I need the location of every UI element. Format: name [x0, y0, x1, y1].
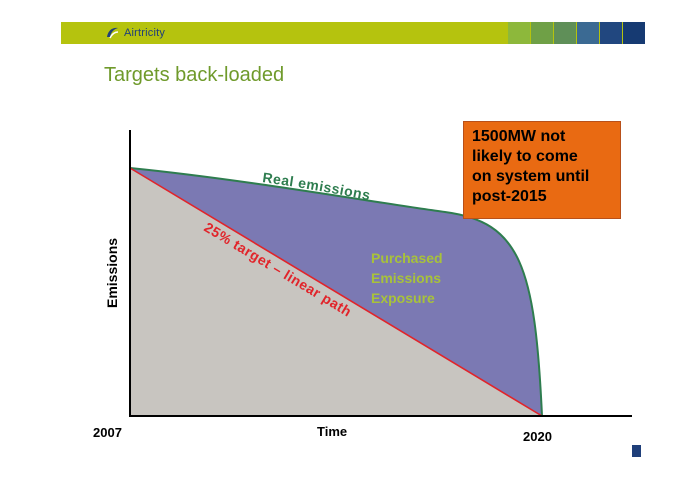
x-start-label: 2007: [93, 425, 122, 440]
header-swatches: [507, 22, 645, 44]
note-line-1: 1500MW not: [472, 128, 566, 145]
exposure-label-line-1: Purchased: [371, 250, 443, 266]
swatch-3: [554, 22, 576, 44]
header-bar: [61, 22, 643, 44]
y-axis-label: Emissions: [104, 237, 120, 308]
swatch-1: [508, 22, 530, 44]
exposure-label-line-3: Exposure: [371, 290, 435, 306]
note-line-3: on system until: [472, 168, 590, 185]
note-line-2: likely to come: [472, 148, 578, 165]
corner-square: [632, 445, 641, 457]
logo-text: Airtricity: [124, 27, 166, 39]
swatch-5: [600, 22, 622, 44]
swatch-2: [531, 22, 553, 44]
swatch-6: [623, 22, 645, 44]
exposure-label-line-2: Emissions: [371, 270, 442, 286]
x-axis-label: Time: [317, 424, 348, 439]
swatch-4: [577, 22, 599, 44]
real-emissions-line: [129, 167, 543, 417]
note-box: 1500MW not likely to come on system unti…: [463, 121, 621, 219]
logo: Airtricity: [104, 24, 165, 42]
exposure-label: Purchased Emissions Exposure: [371, 248, 443, 308]
airtricity-logo-icon: [107, 27, 119, 39]
note-line-4: post-2015: [472, 188, 547, 205]
slide-title: Targets back-loaded: [104, 64, 285, 86]
x-end-label: 2020: [523, 429, 552, 444]
target-line: [129, 167, 543, 417]
